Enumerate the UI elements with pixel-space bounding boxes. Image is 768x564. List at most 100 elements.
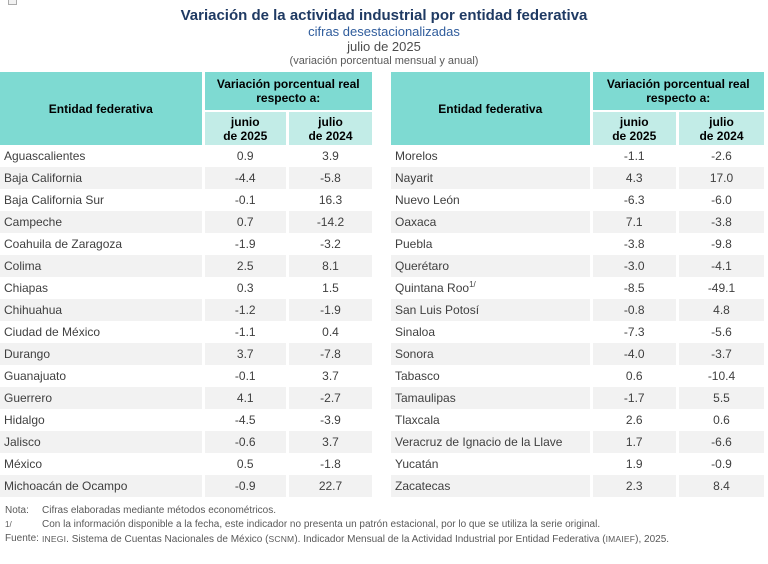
entity-name-text: Zacatecas: [395, 479, 451, 493]
entity-name-text: Jalisco: [4, 435, 41, 449]
entity-name: Veracruz de Ignacio de la Llave: [391, 431, 591, 453]
entity-name-text: Nayarit: [395, 171, 434, 185]
column-header-julio-2024: julio de 2024: [676, 111, 764, 145]
value-junio-2025: -0.1: [201, 365, 288, 387]
source-text-part: ), 2025.: [635, 534, 670, 545]
source-text-part: IMAIEF: [605, 534, 636, 544]
table-row: Chiapas 0.3 1.5: [0, 277, 372, 299]
entity-name: Michoacán de Ocampo: [0, 475, 203, 497]
entity-name: Colima: [0, 255, 203, 277]
value-junio-2025: -3.8: [589, 233, 678, 255]
entity-name: Querétaro: [391, 255, 591, 277]
table-row: Tlaxcala 2.6 0.6: [391, 409, 764, 431]
entity-name-text: Ciudad de México: [4, 325, 101, 339]
table-row: Puebla -3.8 -9.8: [391, 233, 764, 255]
subtitle-period: julio de 2025: [347, 39, 421, 54]
value-junio-2025: -1.1: [201, 321, 288, 343]
value-julio-2024: -0.9: [676, 453, 764, 475]
entity-name-text: Campeche: [4, 215, 63, 229]
value-junio-2025: -3.0: [589, 255, 678, 277]
entity-name-text: Michoacán de Ocampo: [4, 479, 128, 493]
column-header-line: julio: [318, 114, 343, 129]
table-row: Sonora -4.0 -3.7: [391, 343, 764, 365]
entity-name-text: Yucatán: [395, 457, 439, 471]
value-junio-2025: 1.9: [589, 453, 678, 475]
value-junio-2025: 0.5: [201, 453, 288, 475]
value-junio-2025: 2.5: [201, 255, 288, 277]
value-junio-2025: -1.9: [201, 233, 288, 255]
entity-name: Hidalgo: [0, 409, 203, 431]
table-row: Nuevo León -6.3 -6.0: [391, 189, 764, 211]
states-table-left: Entidad federativa Variación porcentual …: [0, 72, 372, 497]
column-header-line: de 2024: [699, 128, 744, 143]
group-column-header: Variación porcentual real respecto a:: [589, 72, 764, 112]
group-column-header: Variación porcentual real respecto a:: [201, 72, 372, 112]
source-text-part: SCNM: [268, 534, 295, 544]
value-julio-2024: -3.9: [286, 409, 372, 431]
value-julio-2024: -5.8: [286, 167, 372, 189]
value-junio-2025: -0.9: [201, 475, 288, 497]
column-header-line: julio: [709, 114, 734, 129]
entity-name-text: México: [4, 457, 43, 471]
entity-name-text: Guanajuato: [4, 369, 67, 383]
value-julio-2024: 16.3: [286, 189, 372, 211]
value-julio-2024: -3.7: [676, 343, 764, 365]
value-junio-2025: 0.9: [201, 145, 288, 167]
value-julio-2024: -14.2: [286, 211, 372, 233]
entity-name: Baja California: [0, 167, 203, 189]
table-header: Entidad federativa Variación porcentual …: [0, 72, 372, 145]
value-julio-2024: -1.8: [286, 453, 372, 475]
note-label: Nota:: [5, 505, 29, 516]
value-julio-2024: -1.9: [286, 299, 372, 321]
entity-name: México: [0, 453, 203, 475]
checkbox-icon[interactable]: [8, 0, 17, 5]
value-julio-2024: 8.1: [286, 255, 372, 277]
states-table-right: Entidad federativa Variación porcentual …: [391, 72, 764, 497]
table-row: Querétaro -3.0 -4.1: [391, 255, 764, 277]
table-row: Jalisco -0.6 3.7: [0, 431, 372, 453]
entity-name: Tlaxcala: [391, 409, 591, 431]
value-junio-2025: 4.3: [589, 167, 678, 189]
entity-name-text: Hidalgo: [4, 413, 45, 427]
table-row: Zacatecas 2.3 8.4: [391, 475, 764, 497]
value-junio-2025: 0.6: [589, 365, 678, 387]
entity-name-text: Quintana Roo: [395, 281, 470, 295]
table-row: Coahuila de Zaragoza -1.9 -3.2: [0, 233, 372, 255]
entity-name-text: Tabasco: [395, 369, 440, 383]
entity-name-text: Veracruz de Ignacio de la Llave: [395, 435, 563, 449]
value-julio-2024: -49.1: [676, 277, 764, 299]
column-header-line: de 2024: [308, 128, 353, 143]
value-julio-2024: -3.8: [676, 211, 764, 233]
entity-name: Nuevo León: [391, 189, 591, 211]
source-text: INEGI. Sistema de Cuentas Nacionales de …: [42, 532, 768, 547]
value-junio-2025: 0.3: [201, 277, 288, 299]
entity-name: Chihuahua: [0, 299, 203, 321]
page-title: Variación de la actividad industrial por…: [180, 7, 588, 24]
entity-name: Tamaulipas: [391, 387, 591, 409]
value-julio-2024: -6.0: [676, 189, 764, 211]
entity-name-text: Aguascalientes: [4, 149, 86, 163]
table-row: Guerrero 4.1 -2.7: [0, 387, 372, 409]
tables-container: Entidad federativa Variación porcentual …: [0, 72, 768, 497]
footnote-line: 1/ Con la información disponible a la fe…: [0, 518, 768, 532]
value-julio-2024: -9.8: [676, 233, 764, 255]
entity-name-text: Colima: [4, 259, 42, 273]
entity-name: Yucatán: [391, 453, 591, 475]
entity-name-text: Tamaulipas: [395, 391, 456, 405]
subtitle-units: (variación porcentual mensual y anual): [289, 55, 479, 67]
value-junio-2025: 2.3: [589, 475, 678, 497]
table-row: Guanajuato -0.1 3.7: [0, 365, 372, 387]
table-row: Oaxaca 7.1 -3.8: [391, 211, 764, 233]
entity-name-text: Querétaro: [395, 259, 450, 273]
entity-name: Quintana Roo1/: [391, 277, 591, 299]
table-row: Tamaulipas -1.7 5.5: [391, 387, 764, 409]
table-row: Hidalgo -4.5 -3.9: [0, 409, 372, 431]
entity-name-text: Tlaxcala: [395, 413, 440, 427]
subtitle-seasonally-adjusted: cifras desestacionalizadas: [308, 24, 460, 39]
table-row: Chihuahua -1.2 -1.9: [0, 299, 372, 321]
value-julio-2024: -3.2: [286, 233, 372, 255]
value-junio-2025: -4.0: [589, 343, 678, 365]
table-row: Campeche 0.7 -14.2: [0, 211, 372, 233]
note-text: Cifras elaboradas mediante métodos econo…: [42, 505, 277, 516]
